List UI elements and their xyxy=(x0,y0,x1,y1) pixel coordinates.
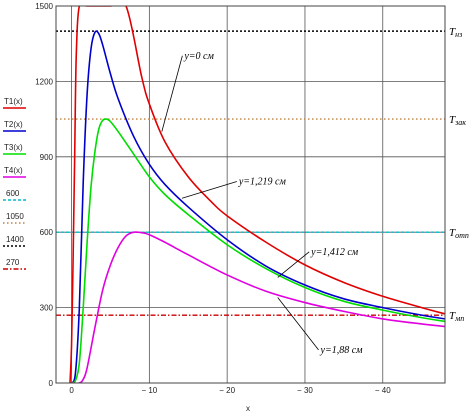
legend-label-series: T1(x) xyxy=(4,97,23,106)
legend-label-series: T2(x) xyxy=(4,120,23,129)
series-lines xyxy=(69,6,445,383)
y-tick-label: 900 xyxy=(40,153,54,162)
x-tick-label: − 40 xyxy=(375,386,391,395)
annotation-label: y=1,219 см xyxy=(238,176,287,187)
annotation-leader xyxy=(161,55,183,132)
legend: T1(x) T2(x) T3(x) T4(x) 600 1050 1400 270 xyxy=(3,97,26,270)
series-line-4 xyxy=(71,231,445,383)
legend-label-reference: 270 xyxy=(6,258,20,267)
grid-lines xyxy=(56,5,445,384)
x-tick-label: − 30 xyxy=(297,386,313,395)
y-tick-label: 0 xyxy=(49,379,54,388)
x-tick-label: − 20 xyxy=(219,386,235,395)
level-label-600: Tотп xyxy=(449,227,469,240)
y-tick-label: 600 xyxy=(40,228,54,237)
legend-label-series: T4(x) xyxy=(4,166,23,175)
legend-label-reference: 600 xyxy=(6,189,20,198)
legend-label-reference: 1050 xyxy=(6,212,24,221)
y-tick-label: 300 xyxy=(40,304,54,313)
y-tick-label: 1500 xyxy=(35,2,53,11)
level-label-270: Tмп xyxy=(449,310,464,323)
legend-label-series: T3(x) xyxy=(4,143,23,152)
annotation-label: y=1,412 см xyxy=(310,247,359,258)
series-line-2 xyxy=(70,30,445,383)
annotation-leader xyxy=(277,297,319,351)
legend-label-reference: 1400 xyxy=(6,235,24,244)
tick-labels: 0 300 600 900 1200 1500 0 − 10 − 20 − 30 − 40 xyxy=(35,2,391,395)
curve-annotations: y=0 см y=1,219 см y=1,412 см y=1,88 см xyxy=(161,51,364,356)
x-axis-label: x xyxy=(246,404,250,413)
annotation-leader xyxy=(277,251,310,278)
annotation-leader xyxy=(181,181,237,199)
x-tick-label: − 10 xyxy=(141,386,157,395)
annotation-label: y=0 см xyxy=(183,51,214,62)
plot-frame xyxy=(55,5,446,384)
level-label-1050: Tзак xyxy=(449,114,466,127)
series-line-1 xyxy=(69,6,445,383)
series-line-3 xyxy=(71,118,445,383)
annotation-label: y=1,88 см xyxy=(320,345,364,356)
y-tick-label: 1200 xyxy=(35,77,53,86)
level-labels: Tотп Tзак Tнз Tмп xyxy=(449,26,469,323)
reference-lines xyxy=(56,30,445,316)
x-tick-label: 0 xyxy=(69,386,74,395)
level-label-1400: Tнз xyxy=(449,26,462,39)
